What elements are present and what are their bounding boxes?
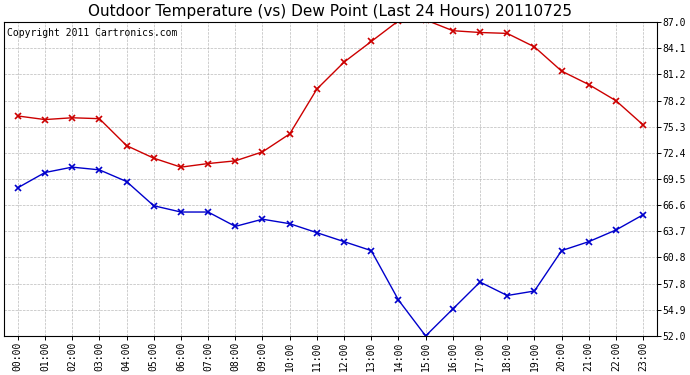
Title: Outdoor Temperature (vs) Dew Point (Last 24 Hours) 20110725: Outdoor Temperature (vs) Dew Point (Last… — [88, 4, 573, 19]
Text: Copyright 2011 Cartronics.com: Copyright 2011 Cartronics.com — [8, 28, 178, 38]
